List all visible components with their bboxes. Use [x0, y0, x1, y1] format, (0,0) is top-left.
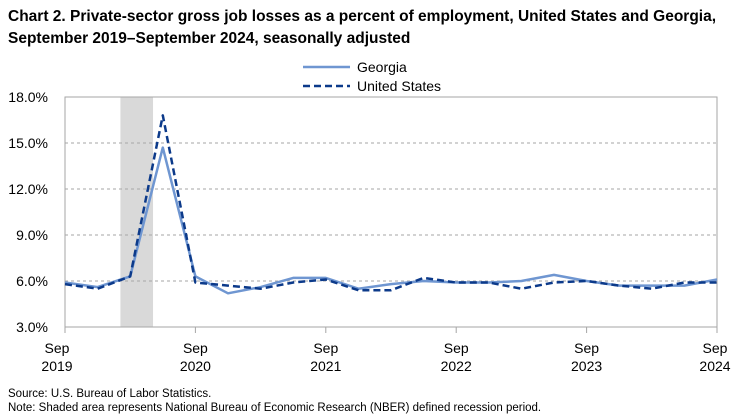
y-tick-label: 15.0% [8, 135, 48, 151]
x-tick-label-year: 2022 [441, 358, 472, 374]
x-tick-label-year: 2023 [571, 358, 602, 374]
x-tick-label-year: 2019 [41, 358, 72, 374]
y-tick-label: 9.0% [16, 227, 48, 243]
series-line-united-states [64, 114, 717, 292]
legend-label-georgia: Georgia [357, 59, 407, 75]
x-tick-label-month: Sep [183, 340, 208, 356]
y-tick-label: 18.0% [8, 89, 48, 105]
x-tick-label-year: 2020 [180, 358, 211, 374]
y-tick-label: 3.0% [16, 319, 48, 335]
x-tick-label-month: Sep [313, 340, 338, 356]
recession-shading [120, 97, 154, 327]
y-tick-label: 12.0% [8, 181, 48, 197]
x-tick-label-month: Sep [703, 340, 728, 356]
legend-label-united-states: United States [357, 78, 441, 94]
x-tick-label-year: 2021 [310, 358, 341, 374]
x-tick-label-month: Sep [574, 340, 599, 356]
recession-note: Note: Shaded area represents National Bu… [8, 402, 542, 414]
plot-frame [64, 96, 718, 328]
chart-title: Chart 2. Private-sector gross job losses… [8, 8, 717, 47]
series-line-georgia [64, 146, 718, 295]
y-tick-label: 6.0% [16, 273, 48, 289]
x-tick-label-month: Sep [45, 340, 70, 356]
x-tick-label-year: 2024 [699, 358, 730, 374]
x-tick-label-month: Sep [444, 340, 469, 356]
source-note: Source: U.S. Bureau of Labor Statistics. [8, 388, 212, 400]
